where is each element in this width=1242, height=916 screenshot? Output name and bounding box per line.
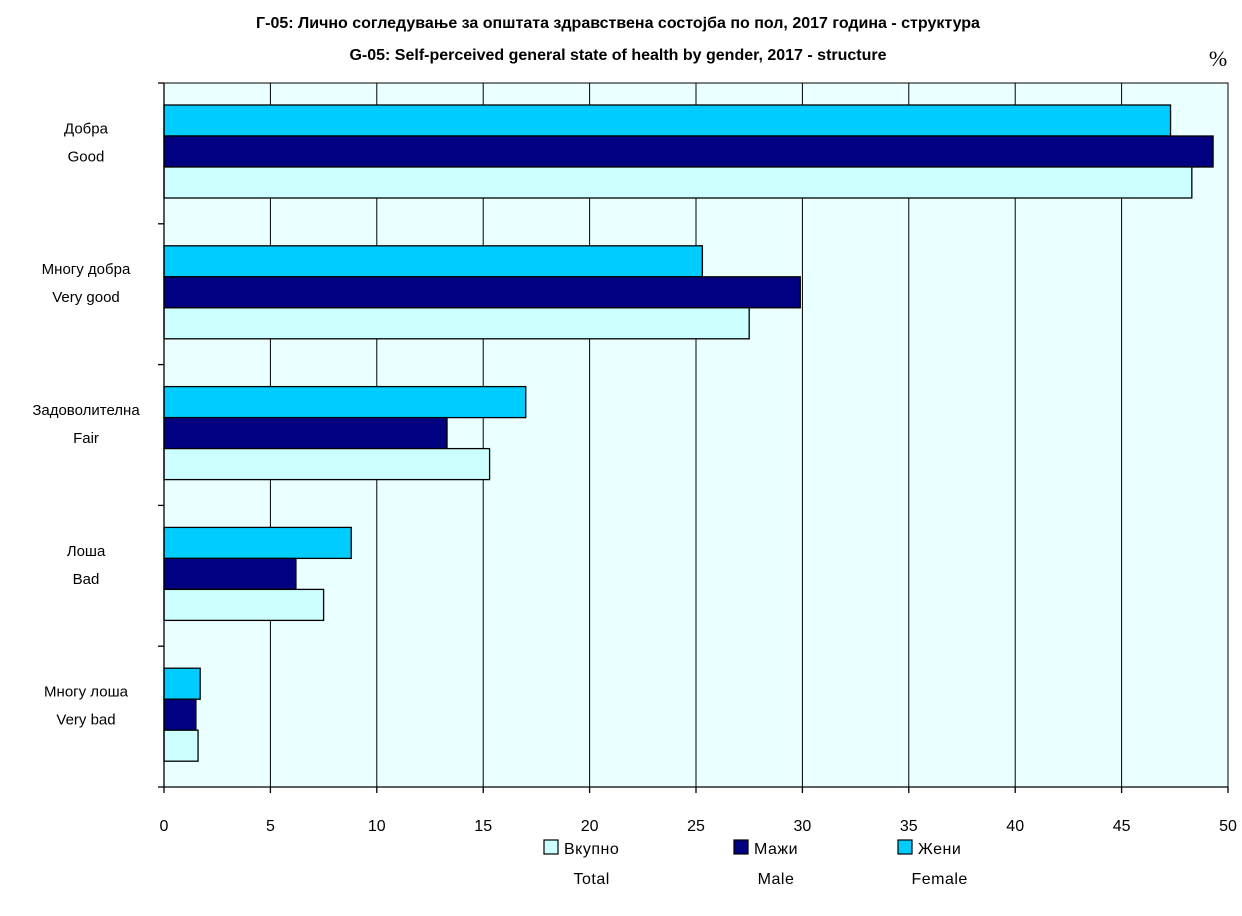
x-tick-label: 35 xyxy=(900,818,918,835)
axes xyxy=(158,82,1229,793)
legend-swatch-male xyxy=(733,839,749,855)
bar-male-very-good xyxy=(163,276,801,309)
x-tick-label: 20 xyxy=(581,818,599,835)
category-label-mk: Многу добра xyxy=(42,261,131,278)
bar-male-bad xyxy=(163,557,297,591)
category-label-mk: Многу лоша xyxy=(44,684,129,701)
unit-label: % xyxy=(1209,46,1227,71)
category-label-mk: Лоша xyxy=(67,543,106,560)
legend-label-mk: Мажи xyxy=(754,841,798,858)
bar-total-bad xyxy=(163,588,325,622)
legend-swatch-female xyxy=(897,839,913,855)
category-label-mk: Добра xyxy=(64,120,109,137)
bar-total-very-good xyxy=(163,307,750,340)
bar-female-good xyxy=(163,104,1172,137)
category-label-en: Fair xyxy=(73,430,99,447)
bar-female-fair xyxy=(163,385,527,419)
category-label-mk: Задоволителна xyxy=(32,402,140,419)
x-tick-label: 0 xyxy=(160,818,169,835)
x-tick-label: 5 xyxy=(266,818,275,835)
bar-male-good xyxy=(163,135,1214,168)
bar-total-good xyxy=(163,166,1193,199)
category-labels: Добра Good Многу добра Very good Задоволител… xyxy=(32,120,140,728)
x-tick-label: 30 xyxy=(794,818,812,835)
x-tick-label: 45 xyxy=(1113,818,1131,835)
bar-female-very-good xyxy=(163,245,704,278)
x-tick-label: 10 xyxy=(368,818,386,835)
category-label-en: Very bad xyxy=(56,712,115,729)
category-label-en: Very good xyxy=(52,289,120,306)
x-tick-label: 15 xyxy=(474,818,492,835)
bar-female-very-bad xyxy=(163,667,201,700)
x-tick-label: 50 xyxy=(1219,818,1237,835)
bar-male-fair xyxy=(163,416,448,450)
legend-label-en: Total xyxy=(573,871,609,888)
legend-label-mk: Вкупно xyxy=(564,841,619,858)
legend-label-mk: Жени xyxy=(918,841,961,858)
chart-title: Г-05: Лично согледување за општата здрав… xyxy=(256,15,980,32)
x-tick-label: 25 xyxy=(687,818,705,835)
bar-male-very-bad xyxy=(163,698,197,731)
legend-label-en: Female xyxy=(911,871,967,888)
category-label-en: Good xyxy=(68,148,105,165)
x-tick-labels: 0 5 10 15 20 25 30 35 40 45 50 xyxy=(160,818,1237,835)
legend-label-en: Male xyxy=(758,871,795,888)
bars xyxy=(163,104,1214,762)
legend: Вкупно Total Мажи Male Жени Female xyxy=(543,839,967,888)
legend-swatch-total xyxy=(543,839,559,855)
category-label-en: Bad xyxy=(73,571,100,588)
chart-subtitle: G-05: Self-perceived general state of he… xyxy=(349,47,886,64)
bar-total-very-bad xyxy=(163,729,199,762)
bar-female-bad xyxy=(163,526,352,560)
bar-total-fair xyxy=(163,447,491,481)
gridlines xyxy=(269,83,1123,787)
x-tick-label: 40 xyxy=(1006,818,1024,835)
